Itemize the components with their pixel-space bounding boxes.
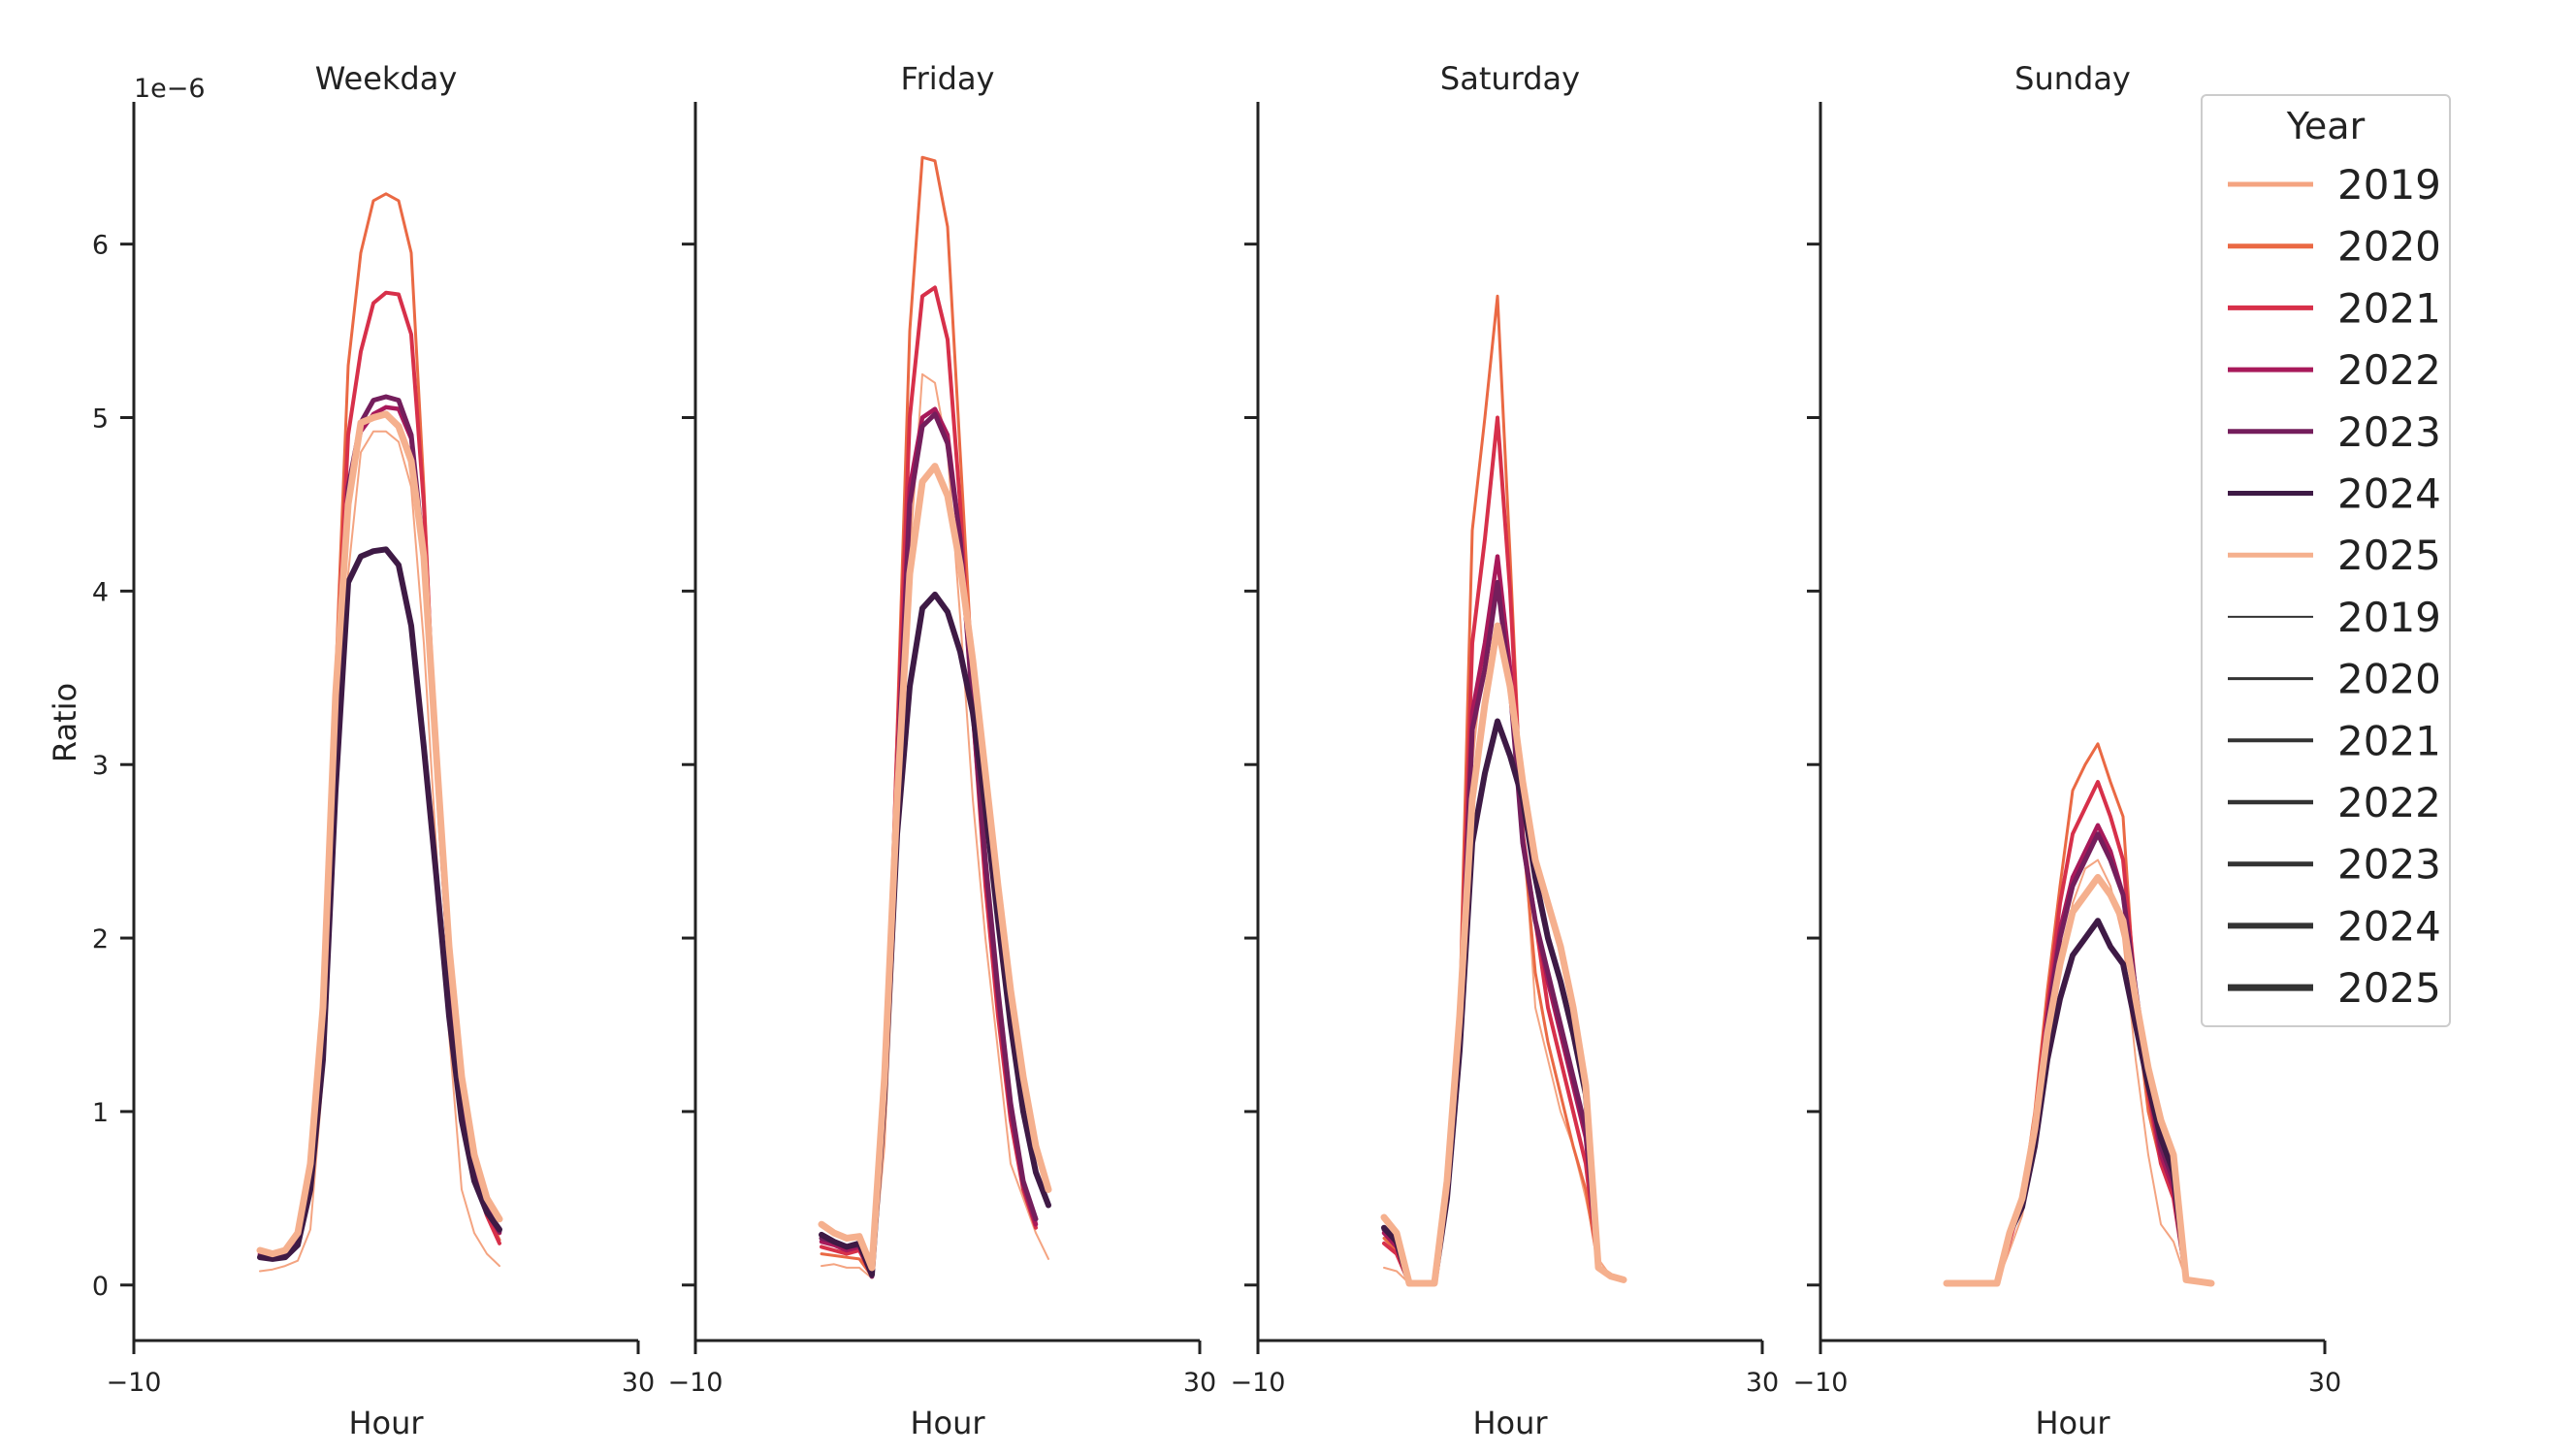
series-line-2019 — [1946, 858, 2212, 1284]
legend-label: 2023 — [2337, 408, 2441, 456]
series-line-2024 — [257, 546, 502, 1262]
panel-title: Saturday — [1440, 60, 1580, 97]
legend-label: 2025 — [2337, 964, 2441, 1012]
x-axis-label: Hour — [2035, 1405, 2110, 1441]
series-line-2024 — [1944, 918, 2214, 1286]
legend-label: 2019 — [2337, 161, 2441, 209]
y-tick-label: 5 — [92, 404, 109, 435]
x-tick-label: 30 — [1183, 1368, 1216, 1398]
legend-entry-hue-2021: 2021 — [2228, 284, 2441, 332]
x-tick-label: 30 — [2308, 1368, 2341, 1398]
legend-entry-hue-2024: 2024 — [2228, 470, 2441, 518]
y-tick-label: 4 — [92, 577, 109, 607]
series-line-2022 — [1944, 823, 2214, 1286]
legend: Year 2019 2020 2021 2022 2023 2024 2025 2019 202… — [2201, 94, 2451, 1027]
panel-title: Friday — [901, 60, 995, 97]
series-line-2025 — [1380, 622, 1627, 1287]
legend-title: Year — [2286, 105, 2366, 147]
legend-entry-size-2020: 2020 — [2228, 656, 2441, 703]
x-axis-label: Hour — [910, 1405, 985, 1441]
legend-entry-size-2025: 2025 — [2228, 964, 2441, 1012]
legend-label: 2023 — [2337, 841, 2441, 889]
legend-frame — [2201, 94, 2451, 1027]
series-line-2019 — [259, 430, 500, 1273]
panel-sunday: Sunday −10 30 Hour — [1793, 60, 2342, 1441]
legend-entry-hue-2023: 2023 — [2228, 408, 2441, 456]
y-tick-label: 0 — [92, 1272, 109, 1302]
panel-title: Weekday — [315, 60, 458, 97]
legend-entry-size-2019: 2019 — [2228, 594, 2441, 641]
legend-label: 2019 — [2337, 594, 2441, 641]
y-tick-label: 3 — [92, 751, 109, 781]
panel-saturday: Saturday −10 30 Hour — [1231, 60, 1780, 1441]
series-line-2021 — [1945, 780, 2213, 1285]
legend-label: 2022 — [2337, 779, 2441, 826]
series-line-2023 — [819, 411, 1039, 1279]
panel-weekday: Weekday 0 1 2 3 4 5 6 −10 30 Hour — [92, 60, 655, 1441]
series-line-2025 — [1943, 874, 2215, 1287]
legend-label: 2025 — [2337, 532, 2441, 579]
x-tick-label: −10 — [668, 1368, 724, 1398]
legend-entry-size-2024: 2024 — [2228, 902, 2441, 950]
legend-entry-hue-2025: 2025 — [2228, 532, 2441, 579]
series-line-2019 — [821, 372, 1049, 1279]
series-line-2025 — [818, 463, 1052, 1272]
legend-entry-size-2023: 2023 — [2228, 841, 2441, 889]
x-axis-label: Hour — [348, 1405, 424, 1441]
legend-label: 2024 — [2337, 470, 2441, 518]
y-axis-label: Ratio — [47, 683, 83, 762]
legend-entry-size-2021: 2021 — [2228, 717, 2441, 764]
x-axis-label: Hour — [1472, 1405, 1548, 1441]
x-tick-label: 30 — [622, 1368, 655, 1398]
legend-entries: 2019 2020 2021 2022 2023 2024 2025 2019 2020 2021… — [2228, 161, 2441, 1012]
legend-entry-hue-2019: 2019 — [2228, 161, 2441, 209]
x-tick-label: −10 — [1231, 1368, 1286, 1398]
y-tick-label: 1 — [92, 1098, 109, 1128]
legend-entry-hue-2020: 2020 — [2228, 223, 2441, 271]
x-tick-label: −10 — [107, 1368, 162, 1398]
panel-friday: Friday −10 30 Hour — [668, 60, 1217, 1441]
y-tick-label: 6 — [92, 231, 109, 261]
legend-entry-size-2022: 2022 — [2228, 779, 2441, 826]
series-line-2021 — [820, 285, 1038, 1278]
x-tick-label: 30 — [1746, 1368, 1779, 1398]
legend-label: 2024 — [2337, 902, 2441, 950]
legend-label: 2021 — [2337, 717, 2441, 764]
legend-label: 2022 — [2337, 346, 2441, 394]
x-tick-label: −10 — [1793, 1368, 1849, 1398]
y-offset-label: 1e−6 — [134, 74, 206, 104]
legend-entry-hue-2022: 2022 — [2228, 346, 2441, 394]
series-line-2025 — [256, 410, 503, 1258]
series-line-2022 — [819, 406, 1039, 1279]
y-tick-label: 2 — [92, 924, 109, 954]
panel-title: Sunday — [2014, 60, 2131, 97]
legend-label: 2020 — [2337, 656, 2441, 703]
legend-label: 2021 — [2337, 284, 2441, 332]
legend-label: 2020 — [2337, 223, 2441, 271]
